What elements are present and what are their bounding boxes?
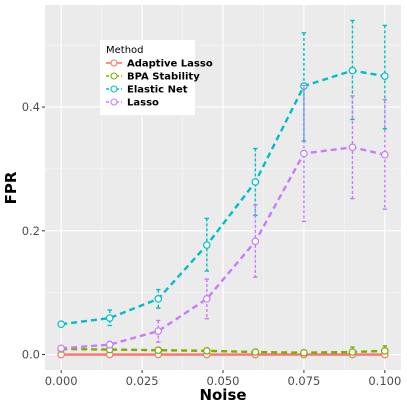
data-point xyxy=(154,346,163,355)
data-point xyxy=(203,347,211,355)
legend-item-adaptive-lasso: Adaptive Lasso xyxy=(106,59,213,70)
legend-key-point xyxy=(110,72,118,80)
legend-label: Elastic Net xyxy=(127,85,188,96)
legend-label: BPA Stability xyxy=(127,72,200,83)
legend-label: Adaptive Lasso xyxy=(127,59,213,70)
data-point xyxy=(381,150,389,159)
data-point xyxy=(203,241,211,249)
data-point xyxy=(203,295,211,303)
x-axis-title: Noise xyxy=(199,386,246,404)
legend-key-point xyxy=(110,98,118,106)
y-axis: 0.0 0.2 0.4 xyxy=(22,100,45,362)
legend-title: Method xyxy=(106,45,144,56)
legend-item-bpa-stability: BPA Stability xyxy=(106,72,200,83)
series-line xyxy=(61,347,385,354)
legend: Method Adaptive Lasso BPA Stability Elasti… xyxy=(100,40,213,115)
data-point xyxy=(251,237,260,246)
x-axis: 0.000 0.025 0.050 0.075 0.100 xyxy=(45,370,401,388)
data-point xyxy=(57,344,65,353)
y-tick-label: 0.2 xyxy=(22,224,40,238)
data-point xyxy=(381,347,389,355)
legend-label: Lasso xyxy=(127,98,159,109)
legend-item-lasso: Lasso xyxy=(106,98,159,109)
legend-item-elastic-net: Elastic Net xyxy=(106,85,188,96)
series-lasso xyxy=(57,84,389,353)
x-tick-label: 0.050 xyxy=(207,374,240,388)
x-tick-label: 0.075 xyxy=(287,374,320,388)
x-tick-label: 0.100 xyxy=(368,374,401,388)
data-point xyxy=(105,314,114,322)
x-tick-label: 0.000 xyxy=(45,374,78,388)
data-point xyxy=(348,348,357,356)
data-point xyxy=(381,72,389,80)
data-point xyxy=(348,143,357,152)
x-tick-label: 0.025 xyxy=(126,374,159,388)
y-axis-title: FPR xyxy=(2,171,20,204)
series-bpa-stability xyxy=(57,345,389,357)
series-layer xyxy=(57,19,389,359)
data-point xyxy=(154,295,163,303)
data-point xyxy=(300,149,308,158)
y-tick-label: 0.0 xyxy=(22,348,40,362)
data-point xyxy=(251,348,260,356)
y-tick-label: 0.4 xyxy=(22,100,40,114)
data-point xyxy=(251,178,260,186)
legend-key-point xyxy=(110,59,118,67)
data-point xyxy=(348,66,357,75)
data-point xyxy=(300,348,308,357)
series-line xyxy=(61,146,386,350)
data-point xyxy=(154,327,163,335)
data-point xyxy=(57,320,65,329)
legend-key-point xyxy=(110,85,118,93)
series-line xyxy=(61,69,386,326)
data-point xyxy=(105,340,114,349)
